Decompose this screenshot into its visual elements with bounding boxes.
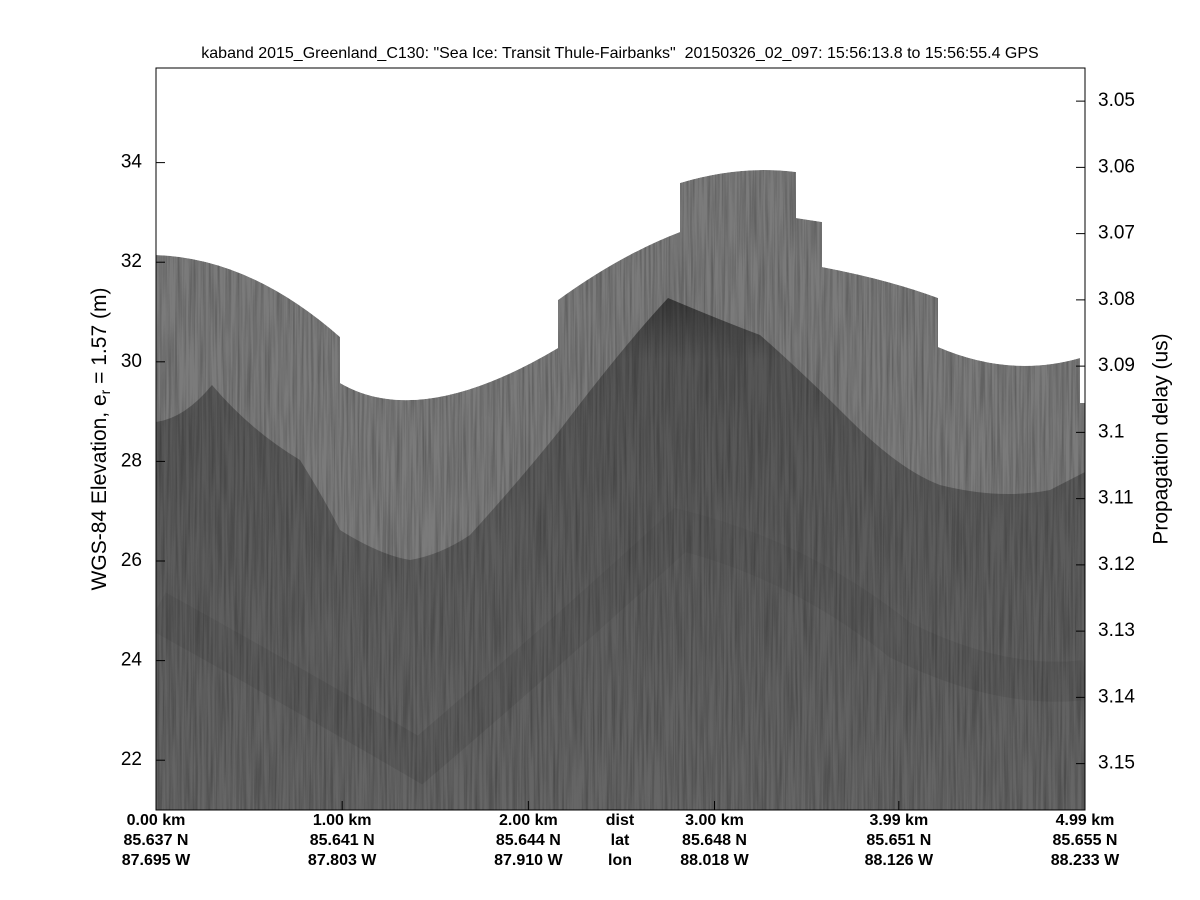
lat-label: 85.637 N	[124, 832, 189, 849]
y-tick-label: 28	[121, 450, 142, 471]
y2-tick-label: 3.15	[1098, 753, 1135, 774]
lon-label: 88.126 W	[865, 852, 934, 869]
x-tick-label: 3.99 km	[869, 812, 928, 829]
plot-frame	[155, 67, 1086, 811]
y2-tick-label: 3.13	[1098, 620, 1135, 641]
y-tick-label: 34	[121, 152, 143, 173]
x-tick-label: 4.99 km	[1056, 812, 1115, 829]
y-tick-label: 24	[121, 650, 143, 671]
lat-label: 85.651 N	[866, 832, 931, 849]
y-label-rest: = 1.57 (m)	[88, 288, 111, 390]
y2-tick-label: 3.1	[1098, 421, 1124, 442]
y-label-main: WGS-84 Elevation, e	[88, 394, 111, 590]
y-axis-label: WGS-84 Elevation, er = 1.57 (m)	[88, 288, 113, 591]
echogram	[156, 68, 1085, 810]
y2-tick-label: 3.06	[1098, 156, 1135, 177]
x-tick-label: 2.00 km	[499, 812, 558, 829]
x-row-label: dist	[606, 812, 635, 829]
y2-tick-label: 3.09	[1098, 355, 1135, 376]
y2-tick-label: 3.14	[1098, 686, 1135, 707]
y-tick-label: 22	[121, 749, 142, 770]
lon-label: 87.910 W	[494, 852, 563, 869]
x-tick-label: 3.00 km	[685, 812, 744, 829]
chart-title: kaband 2015_Greenland_C130: "Sea Ice: Tr…	[201, 45, 1038, 62]
lat-label: 85.641 N	[310, 832, 375, 849]
mask-top	[156, 68, 1085, 403]
lon-label: 87.803 W	[308, 852, 377, 869]
x-row-label: lon	[608, 852, 632, 869]
lon-label: 88.233 W	[1051, 852, 1120, 869]
y2-tick-label: 3.11	[1098, 488, 1134, 509]
y2-tick-label: 3.07	[1098, 223, 1135, 244]
y-tick-label: 26	[121, 550, 142, 571]
y2-tick-label: 3.12	[1098, 554, 1135, 575]
lat-label: 85.648 N	[682, 832, 747, 849]
y-tick-label: 32	[121, 251, 142, 272]
x-tick-label: 0.00 km	[127, 812, 186, 829]
lat-label: 85.655 N	[1053, 832, 1118, 849]
y-tick-label: 30	[121, 351, 142, 372]
lon-label: 88.018 W	[680, 852, 749, 869]
y2-tick-label: 3.08	[1098, 289, 1135, 310]
x-tick-label: 1.00 km	[313, 812, 372, 829]
y-label-sub: r	[97, 389, 113, 394]
lat-label: 85.644 N	[496, 832, 561, 849]
y2-tick-label: 3.05	[1098, 90, 1135, 111]
lon-label: 87.695 W	[122, 852, 191, 869]
x-row-label: lat	[611, 832, 630, 849]
y2-axis-label: Propagation delay (us)	[1150, 333, 1173, 544]
